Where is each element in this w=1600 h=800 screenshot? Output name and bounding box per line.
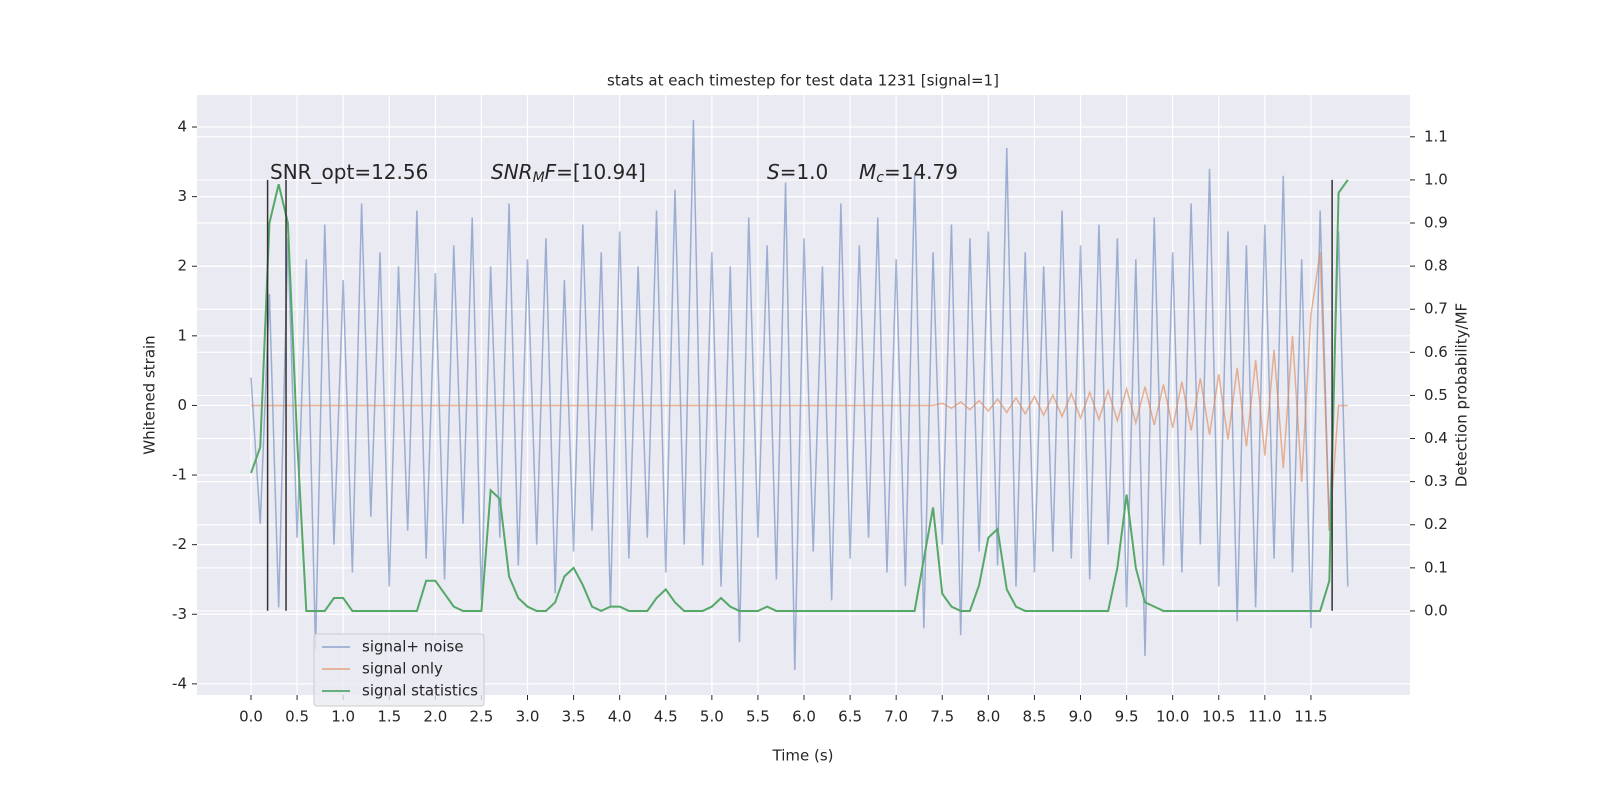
y-axis-label: Whitened strain [141,335,159,454]
y2-tick-label: 0.5 [1424,386,1448,404]
x-tick-label: 5.0 [700,708,724,726]
annotation-part: M [859,160,876,184]
x-tick-label: 4.0 [608,708,632,726]
y-tick-label: 1 [177,326,187,344]
series-line [250,179,1349,613]
x-tick-label: 10.5 [1202,708,1235,726]
y2-tick-label: 0.8 [1424,257,1448,275]
x-tick-label: 1.5 [377,708,401,726]
annotation-part: =[10.94] [556,160,646,184]
y2-tick-label: 0.0 [1424,601,1448,619]
x-tick-label: 9.5 [1115,708,1139,726]
y2-tick-label: 0.7 [1424,300,1448,318]
y2-tick-label: 0.1 [1424,558,1448,576]
y-tick-label: 0 [177,396,187,414]
x-tick-label: 7.0 [884,708,908,726]
legend-label: signal statistics [362,682,478,700]
y2-tick-label: 1.0 [1424,170,1448,188]
x-tick-label: 11.5 [1294,708,1327,726]
annotation-part: =1.0 [780,160,829,184]
annotation-part: M [533,170,545,186]
y2-axis-label: Detection probability/MF [1453,303,1471,487]
y-tick-label: 4 [177,118,187,136]
y2-tick-label: 0.9 [1424,214,1448,232]
annotation-part: S [767,160,780,184]
y2-tick-label: 1.1 [1424,127,1448,145]
x-tick-label: 8.0 [976,708,1000,726]
x-tick-label: 3.5 [562,708,586,726]
x-tick-label: 7.5 [930,708,954,726]
annotation-part: SNR [491,160,533,184]
x-tick-label: 11.0 [1248,708,1281,726]
x-tick-label: 1.0 [331,708,355,726]
x-tick-label: 5.5 [746,708,770,726]
series-line [251,252,1348,531]
annotation: SNR_opt=12.56 [270,160,428,184]
chart-title: stats at each timestep for test data 123… [607,72,999,90]
x-tick-label: 9.0 [1069,708,1093,726]
y2-tick-label: 0.4 [1424,429,1448,447]
y2-tick-label: 0.6 [1424,343,1448,361]
annotation: SNRMF=[10.94] [491,160,646,187]
x-tick-label: 4.5 [654,708,678,726]
x-tick-label: 6.0 [792,708,816,726]
annotation: Mc=14.79 [859,160,958,187]
marks [250,120,1349,670]
annotation-part: =14.79 [884,160,958,184]
legend-label: signal+ noise [362,638,464,656]
annotation-part: c [876,170,884,186]
x-tick-label: 6.5 [838,708,862,726]
x-axis-label: Time (s) [772,747,834,765]
y-tick-label: 3 [177,187,187,205]
x-tick-label: 2.5 [469,708,493,726]
x-tick-label: 0.0 [239,708,263,726]
y-tick-label: -3 [172,605,187,623]
x-tick-label: 10.0 [1156,708,1189,726]
y2-tick-label: 0.3 [1424,472,1448,490]
y-tick-label: -1 [172,466,187,484]
y2-tick-label: 0.2 [1424,515,1448,533]
y-tick-label: 2 [177,257,187,275]
legend-label: signal only [362,660,443,678]
annotation-part: F [545,160,557,184]
annotation: S=1.0 [767,160,828,184]
x-tick-label: 3.0 [516,708,540,726]
x-tick-label: 2.0 [423,708,447,726]
y-tick-label: -2 [172,535,187,553]
annotation-part: SNR_opt=12.56 [270,160,428,184]
x-tick-label: 0.5 [285,708,309,726]
legend-box [313,633,485,707]
y-tick-label: -4 [172,674,187,692]
series-line [250,120,1349,670]
x-tick-label: 8.5 [1022,708,1046,726]
